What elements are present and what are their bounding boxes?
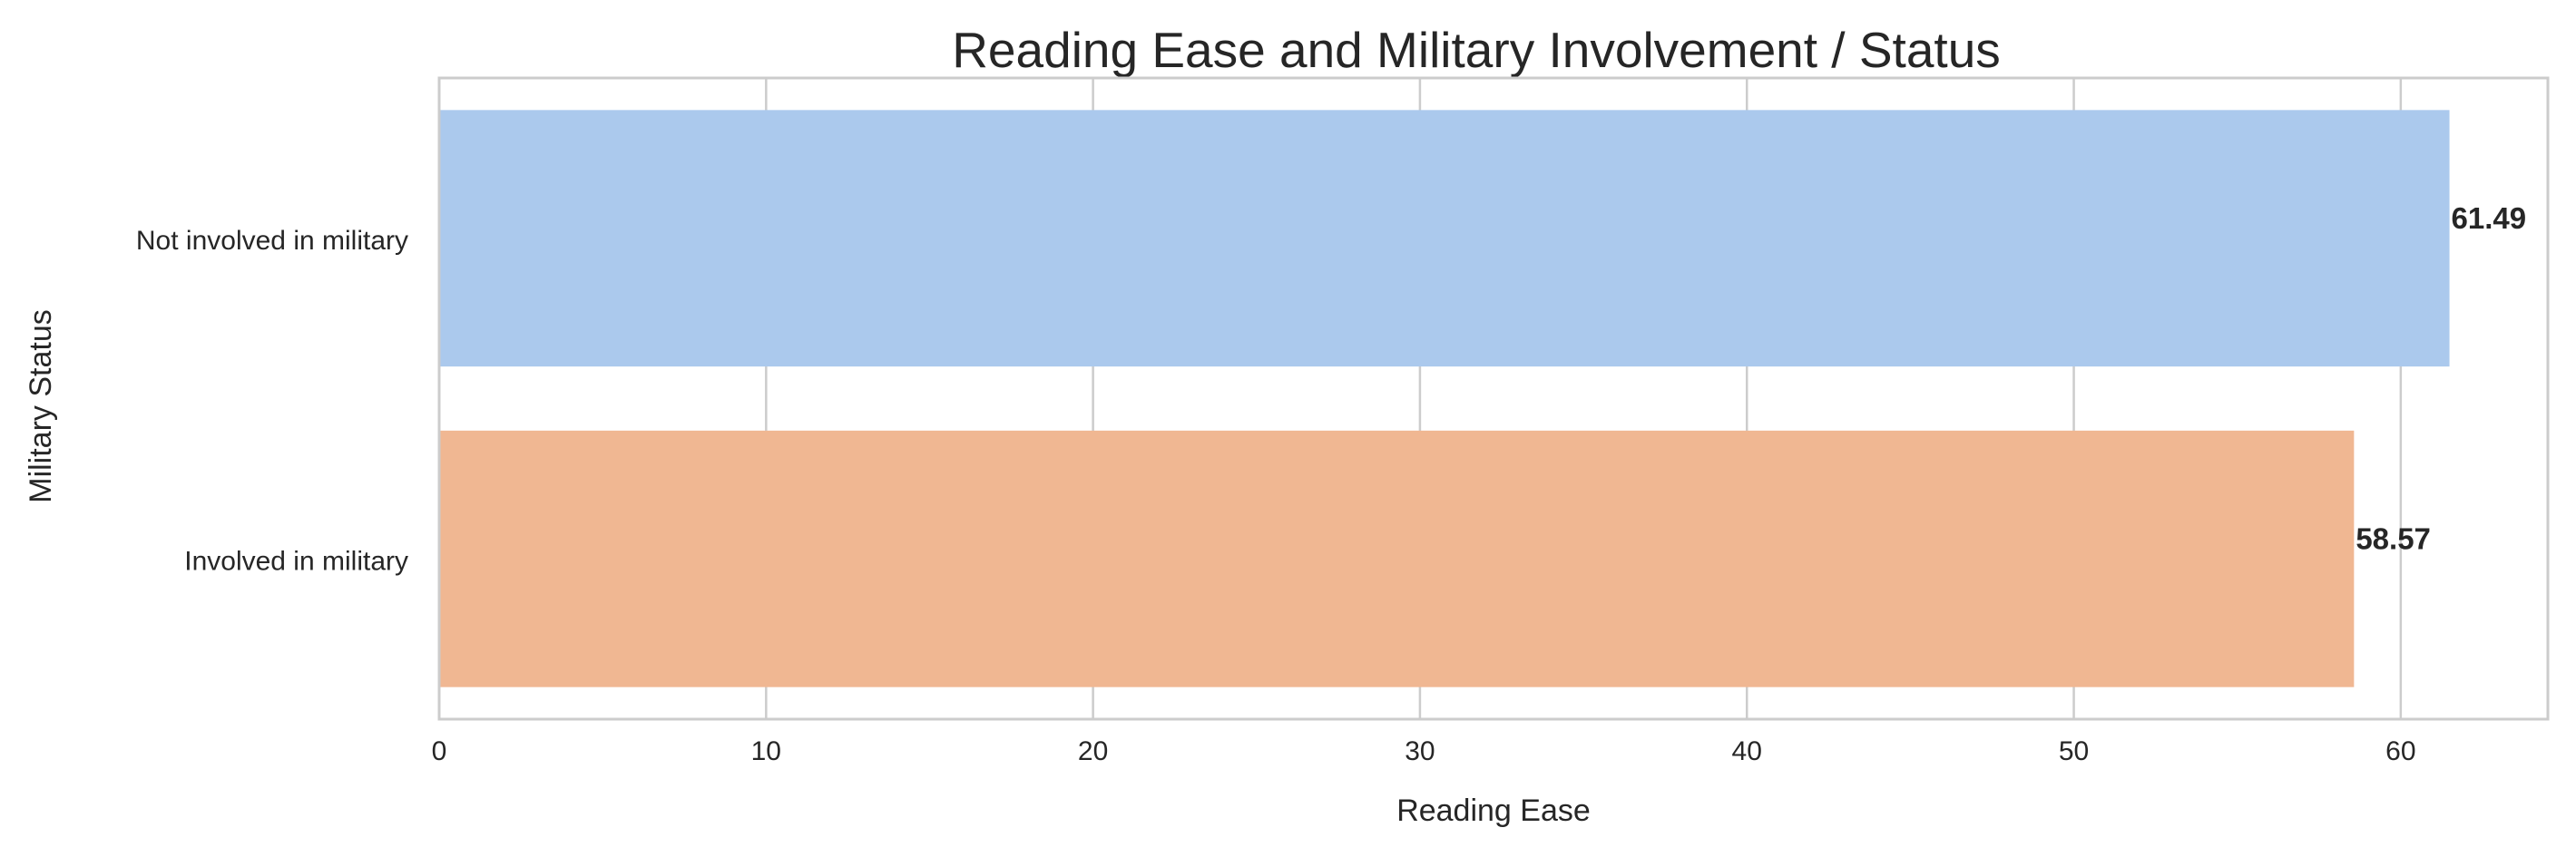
y-tick-label: Not involved in military — [136, 226, 408, 256]
chart-title: Reading Ease and Military Involvement / … — [952, 22, 2001, 78]
x-tick-label: 0 — [432, 736, 447, 766]
y-axis-label: Military Status — [24, 309, 58, 503]
bar — [439, 430, 2355, 687]
x-tick-label: 20 — [1078, 736, 1108, 766]
x-tick-label: 40 — [1732, 736, 1762, 766]
x-tick-label: 30 — [1405, 736, 1435, 766]
x-tick-label: 50 — [2059, 736, 2089, 766]
x-ticks: 0 10 20 30 40 50 60 — [432, 736, 2416, 766]
x-tick-label: 10 — [751, 736, 781, 766]
bars — [439, 110, 2450, 687]
y-ticks: Not involved in military Involved in mili… — [136, 226, 408, 577]
x-axis-label: Reading Ease — [1396, 794, 1591, 828]
plot-frame — [437, 76, 2550, 721]
bar-value-label: 58.57 — [2356, 521, 2431, 555]
x-tick-label: 60 — [2385, 736, 2415, 766]
data-labels: 61.49 58.57 — [2356, 201, 2526, 556]
y-tick-label: Involved in military — [184, 546, 408, 576]
bar-value-label: 61.49 — [2452, 201, 2527, 235]
bar — [439, 110, 2450, 367]
